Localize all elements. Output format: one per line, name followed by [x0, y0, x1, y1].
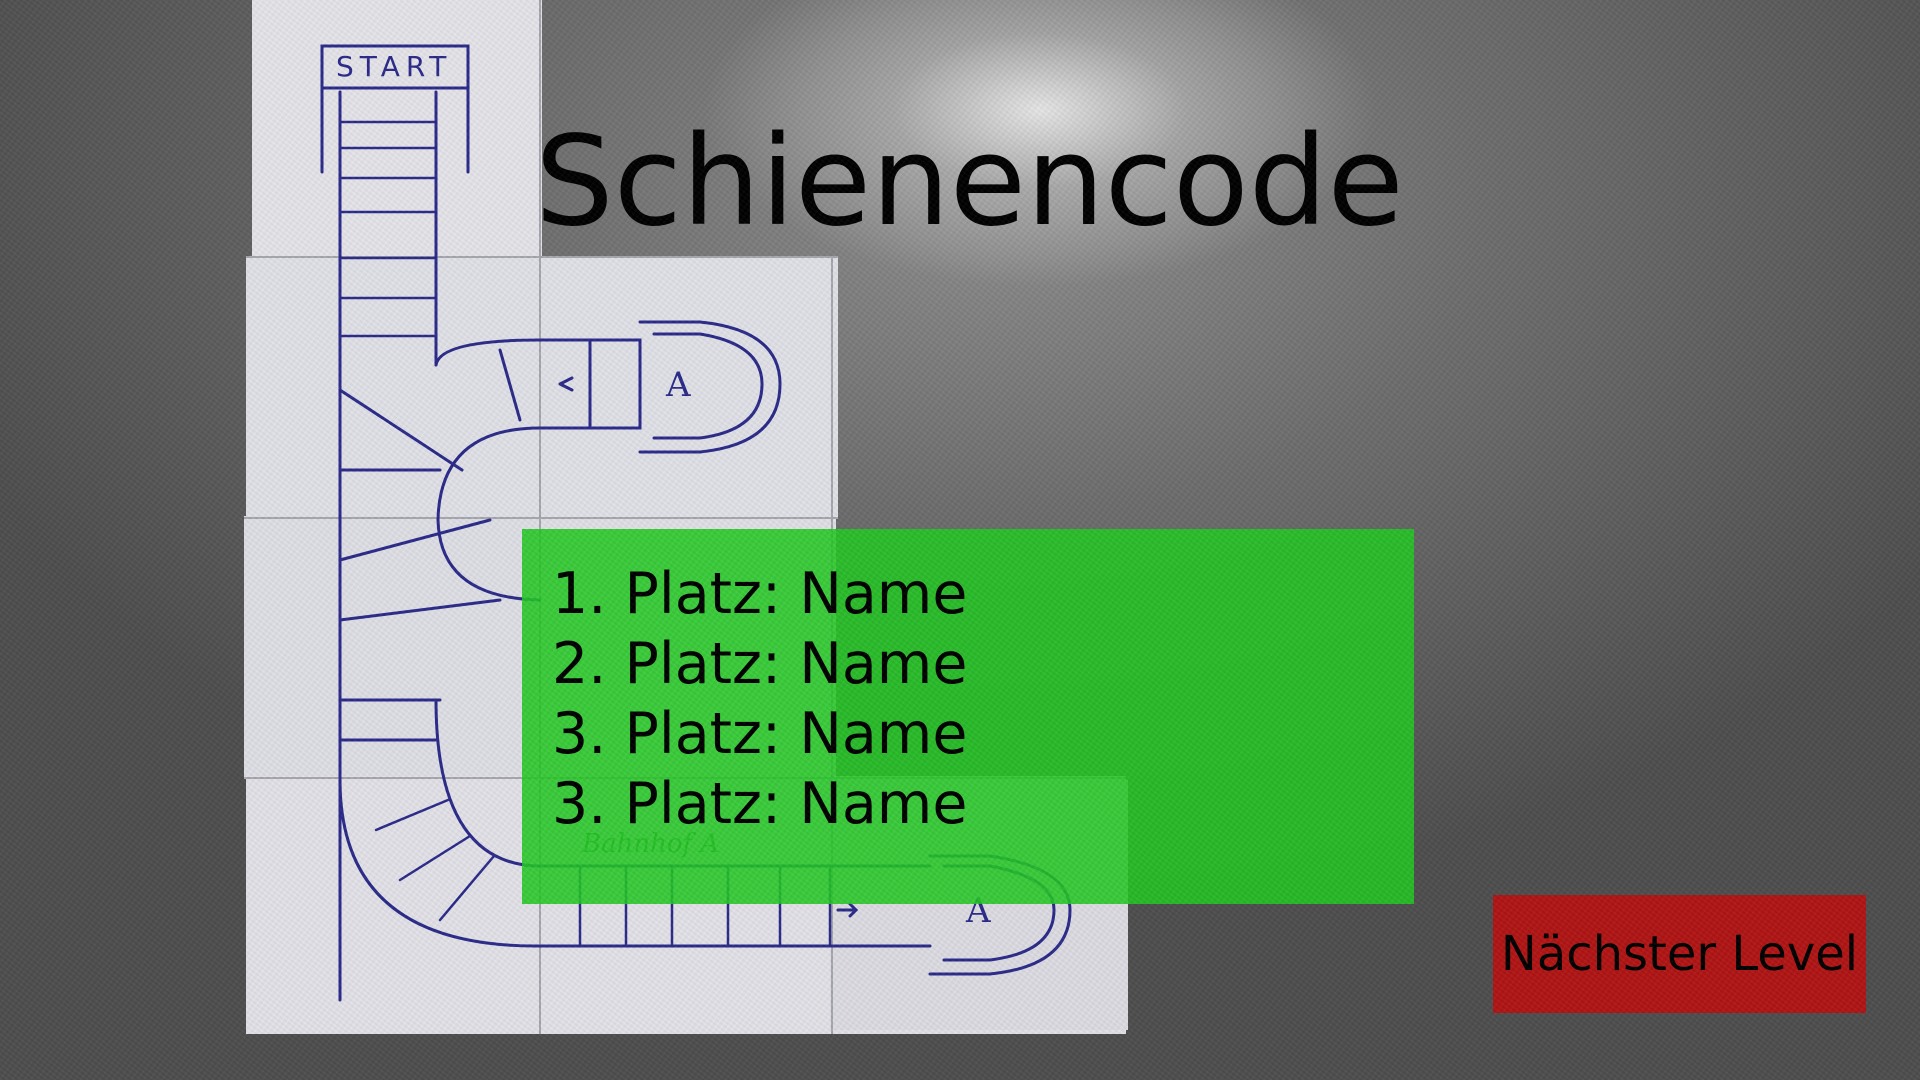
ranking-entry-2: 2. Platz: Name [552, 631, 968, 697]
svg-text:START: START [336, 50, 452, 83]
game-title: Schienencode [535, 110, 1404, 254]
next-level-button[interactable]: Nächster Level [1493, 895, 1866, 1013]
ranking-entry-3: 3. Platz: Name [552, 701, 968, 767]
ranking-panel: 1. Platz: Name 2. Platz: Name 3. Platz: … [522, 529, 1414, 904]
ranking-entry-4: 3. Platz: Name [552, 771, 968, 837]
svg-text:A: A [665, 365, 691, 405]
ranking-entry-1: 1. Platz: Name [552, 561, 968, 627]
